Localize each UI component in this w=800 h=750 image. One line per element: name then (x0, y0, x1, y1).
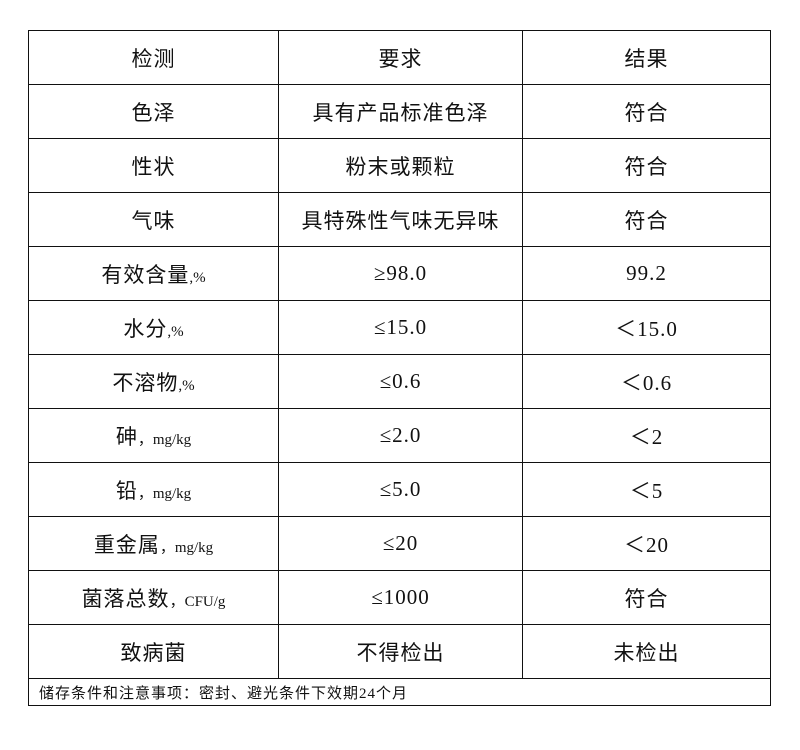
table-row: 性状 粉末或颗粒 符合 (28, 138, 771, 193)
test-item: 砷，mg/kg (28, 408, 279, 463)
requirement-cell: 具有产品标准色泽 (278, 84, 523, 139)
table-row: 色泽 具有产品标准色泽 符合 (28, 84, 771, 139)
requirement-cell: ≤0.6 (278, 354, 523, 409)
result-cell: 未检出 (522, 624, 771, 679)
table-row: 重金属，mg/kg ≤20 ＜20 (28, 516, 771, 571)
item-name: 铅 (115, 478, 138, 503)
result-cell: ＜2 (522, 408, 771, 463)
item-name: 砷 (115, 424, 138, 449)
footer-row: 储存条件和注意事项：密封、避光条件下效期24个月 (28, 678, 771, 706)
test-item: 水分,% (28, 300, 279, 355)
requirement-cell: 粉末或颗粒 (278, 138, 523, 193)
item-name: 水分 (123, 316, 168, 341)
requirement-cell: ≤1000 (278, 570, 523, 625)
requirement-cell: ≤20 (278, 516, 523, 571)
item-name: 气味 (131, 208, 176, 233)
test-item: 色泽 (28, 84, 279, 139)
result-cell: ＜15.0 (522, 300, 771, 355)
item-name: 致病菌 (120, 640, 187, 665)
item-unit: ，mg/kg (137, 485, 192, 502)
item-unit: ,% (178, 377, 195, 394)
result-cell: 符合 (522, 84, 771, 139)
result-cell: ＜5 (522, 462, 771, 517)
item-unit: ，CFU/g (169, 593, 226, 610)
test-item: 铅，mg/kg (28, 462, 279, 517)
requirement-cell: ≥98.0 (278, 246, 523, 301)
table-row: 水分,% ≤15.0 ＜15.0 (28, 300, 771, 355)
header-row: 检测 要求 结果 (28, 30, 771, 85)
item-unit: ,% (167, 323, 184, 340)
storage-note: 储存条件和注意事项：密封、避光条件下效期24个月 (28, 678, 771, 706)
item-name: 重金属 (93, 532, 160, 557)
item-name: 性状 (131, 154, 176, 179)
test-item: 有效含量,% (28, 246, 279, 301)
requirement-cell: 不得检出 (278, 624, 523, 679)
table-row: 不溶物,% ≤0.6 ＜0.6 (28, 354, 771, 409)
spec-table: 检测 要求 结果 色泽 具有产品标准色泽 符合 性状 粉末或颗粒 符合 气味 具特殊性气味无异… (28, 30, 771, 706)
item-name: 有效含量 (101, 262, 190, 287)
requirement-cell: ≤2.0 (278, 408, 523, 463)
item-unit: ，mg/kg (137, 431, 192, 448)
header-test: 检测 (28, 30, 279, 85)
result-cell: 符合 (522, 138, 771, 193)
result-cell: 符合 (522, 570, 771, 625)
item-name: 不溶物 (112, 370, 179, 395)
table-row: 有效含量,% ≥98.0 99.2 (28, 246, 771, 301)
table-row: 砷，mg/kg ≤2.0 ＜2 (28, 408, 771, 463)
header-result: 结果 (522, 30, 771, 85)
result-cell: 符合 (522, 192, 771, 247)
test-item: 性状 (28, 138, 279, 193)
requirement-cell: ≤5.0 (278, 462, 523, 517)
result-cell: ＜0.6 (522, 354, 771, 409)
requirement-cell: 具特殊性气味无异味 (278, 192, 523, 247)
requirement-cell: ≤15.0 (278, 300, 523, 355)
result-cell: 99.2 (522, 246, 771, 301)
table-row: 铅，mg/kg ≤5.0 ＜5 (28, 462, 771, 517)
test-item: 菌落总数，CFU/g (28, 570, 279, 625)
test-item: 气味 (28, 192, 279, 247)
test-item: 不溶物,% (28, 354, 279, 409)
table-row: 致病菌 不得检出 未检出 (28, 624, 771, 679)
table-row: 菌落总数，CFU/g ≤1000 符合 (28, 570, 771, 625)
item-name: 色泽 (131, 100, 176, 125)
item-unit: ，mg/kg (159, 539, 214, 556)
test-item: 致病菌 (28, 624, 279, 679)
result-cell: ＜20 (522, 516, 771, 571)
table-row: 气味 具特殊性气味无异味 符合 (28, 192, 771, 247)
test-item: 重金属，mg/kg (28, 516, 279, 571)
item-name: 菌落总数 (81, 586, 170, 611)
header-requirement: 要求 (278, 30, 523, 85)
item-unit: ,% (189, 269, 206, 286)
